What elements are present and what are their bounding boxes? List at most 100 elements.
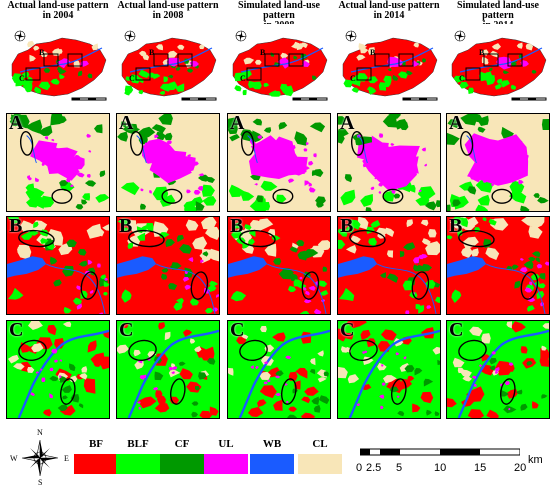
column-title-4: Actual land-use pattern in 2014 <box>335 1 443 21</box>
inset-label-c: C <box>19 74 25 83</box>
map-panel-b-3: B <box>227 216 331 315</box>
map-panel-c-4: C <box>337 320 441 419</box>
zoom-map <box>7 321 109 418</box>
zoom-map <box>7 217 109 314</box>
legend-label-ul: UL <box>218 438 234 450</box>
row-label-c: C <box>119 320 134 341</box>
column-title-line1: Simulated land-use pattern <box>238 0 320 21</box>
compass-south-label: S <box>38 478 43 487</box>
zoom-map <box>117 217 219 314</box>
legend-swatch-ul <box>204 454 248 474</box>
column-title-1: Actual land-use pattern in 2004 <box>4 1 112 21</box>
zoom-map <box>117 114 219 211</box>
row-label-a: A <box>119 113 134 134</box>
zoom-map <box>228 114 330 211</box>
inset-label-b: B <box>149 48 155 57</box>
map-panel-b-2: B <box>116 216 220 315</box>
overview-map <box>337 24 441 106</box>
zoom-map <box>338 114 440 211</box>
row-label-b: B <box>449 216 463 237</box>
legend-label-bf: BF <box>88 438 104 450</box>
column-titles: Actual land-use pattern in 2004 Actual lan… <box>0 0 550 31</box>
column-title-line2: in 2014 <box>373 10 405 21</box>
scale-tick-label: 2.5 <box>366 462 382 474</box>
scale-bar <box>360 448 520 456</box>
column-title-line1: Actual land-use pattern <box>338 0 440 11</box>
map-panel-c-3: C <box>227 320 331 419</box>
map-panel-c-5: C <box>446 320 550 419</box>
zoom-map <box>338 217 440 314</box>
inset-label-c: C <box>129 74 135 83</box>
map-panel-b-4: B <box>337 216 441 315</box>
zoom-map <box>117 321 219 418</box>
row-label-c: C <box>340 320 355 341</box>
legend-area: N S E W BF BLF CF UL WB CL 0 2.5 5 10 15 20 km <box>0 428 550 487</box>
overview-map <box>6 24 110 106</box>
zoom-map <box>447 321 549 418</box>
zoom-map <box>228 321 330 418</box>
legend-swatch-wb <box>250 454 294 474</box>
row-label-b: B <box>230 216 244 237</box>
row-label-a: A <box>9 113 24 134</box>
overview-map <box>116 24 220 106</box>
legend-swatch-cf <box>160 454 204 474</box>
column-title-line1: Simulated land-use pattern <box>457 0 539 21</box>
legend-label-wb: WB <box>262 438 282 450</box>
compass-east-label: E <box>64 454 69 463</box>
scale-tick-label: 10 <box>434 462 447 474</box>
row-label-a: A <box>340 113 355 134</box>
map-panel-a-1: A <box>6 113 110 212</box>
row-label-a: A <box>449 113 464 134</box>
scale-tick-label: 0 <box>356 462 363 474</box>
legend-swatch-cl <box>298 454 342 474</box>
map-panel-a-5: A <box>446 113 550 212</box>
scale-unit-label: km <box>528 454 543 466</box>
compass-rose-icon <box>21 439 59 477</box>
scale-tick-label: 15 <box>474 462 487 474</box>
column-title-line2: in 2008 <box>152 10 184 21</box>
row-label-c: C <box>230 320 245 341</box>
compass-west-label: W <box>10 454 18 463</box>
column-title-line2: in 2004 <box>42 10 74 21</box>
inset-label-b: B <box>479 48 485 57</box>
column-title-2: Actual land-use pattern in 2008 <box>114 1 222 21</box>
legend-label-blf: BLF <box>127 438 149 450</box>
map-panel-a-3: A <box>227 113 331 212</box>
compass-north-label: N <box>37 428 43 437</box>
legend-swatch-bf <box>74 454 118 474</box>
row-label-a: A <box>230 113 245 134</box>
zoom-map <box>447 114 549 211</box>
zoom-map <box>447 217 549 314</box>
zoom-map <box>338 321 440 418</box>
scale-tick-label: 5 <box>396 462 403 474</box>
row-label-b: B <box>9 216 23 237</box>
inset-label-c: C <box>459 74 465 83</box>
map-panel-c-1: C <box>6 320 110 419</box>
legend-label-cl: CL <box>312 438 328 450</box>
map-panel-b-1: B <box>6 216 110 315</box>
row-label-c: C <box>449 320 464 341</box>
scale-tick-label: 20 <box>514 462 527 474</box>
map-panel-a-2: A <box>116 113 220 212</box>
row-label-b: B <box>340 216 354 237</box>
legend-label-cf: CF <box>174 438 190 450</box>
zoom-map <box>7 114 109 211</box>
zoom-map <box>228 217 330 314</box>
row-label-b: B <box>119 216 133 237</box>
column-title-line1: Actual land-use pattern <box>117 0 219 11</box>
inset-label-b: B <box>260 48 266 57</box>
inset-label-c: C <box>240 74 246 83</box>
inset-label-b: B <box>370 48 376 57</box>
map-panel-a-4: A <box>337 113 441 212</box>
column-title-line1: Actual land-use pattern <box>7 0 109 11</box>
overview-map <box>227 24 331 106</box>
map-panel-c-2: C <box>116 320 220 419</box>
overview-map <box>446 24 550 106</box>
inset-label-c: C <box>350 74 356 83</box>
